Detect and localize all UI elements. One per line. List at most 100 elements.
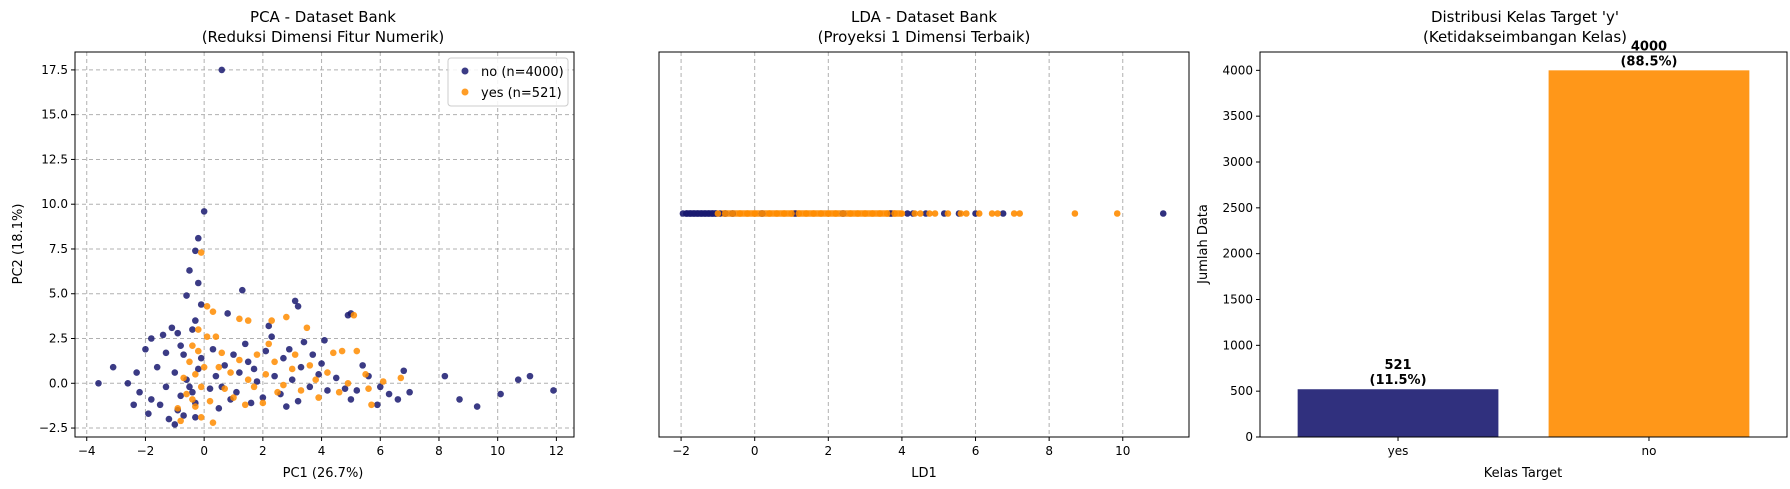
pca-point-no [294,397,302,405]
pca-point-no [218,66,226,74]
pca-x-tick-label: 8 [435,444,443,458]
pca-point-no [376,383,384,391]
pca-point-yes [397,374,405,382]
pca-point-no [550,387,557,394]
pca-point-no [197,354,205,362]
pca-point-yes [338,347,346,355]
lda-point-no [999,210,1007,217]
legend-marker-no [461,67,469,75]
lda-point-yes [963,210,970,217]
pca-point-no [194,279,202,287]
pca-point-yes [209,308,217,315]
pca-point-no [192,317,199,324]
pca-point-no [130,401,138,409]
bar-y-tick-label: 0 [1245,430,1253,444]
pca-point-no [192,414,199,421]
pca-point-no [194,365,202,373]
pca-point-yes [230,394,237,401]
lda-point-yes [944,210,952,217]
pca-point-yes [306,362,314,369]
pca-x-tick-label: 6 [376,444,384,458]
bar-value-label: 521 [1384,358,1411,373]
pca-x-tick-label: 12 [549,444,564,458]
lda-point-yes [994,210,1001,217]
pca-point-no [215,405,223,412]
lda-point-yes [714,210,722,217]
pca-point-yes [350,311,358,319]
lda-point-yes [926,210,933,217]
bar-title-line1: Distribusi Kelas Target 'y' [1431,8,1619,26]
pca-y-tick-label: 17.5 [41,63,68,77]
pca-point-yes [283,313,290,321]
pca-point-no [441,372,449,380]
pca-point-no [189,326,196,333]
lda-panel: LDA - Dataset Bank (Proyeksi 1 Dimensi T… [658,8,1190,481]
pca-point-no [259,394,267,401]
pca-point-no [265,322,273,330]
pca-point-no [332,374,340,382]
pca-point-no [233,388,240,396]
lda-x-tick-label: 10 [1115,444,1130,458]
lda-point-yes [883,210,891,217]
pca-x-tick-label: −2 [137,444,155,458]
pca-point-yes [203,333,211,341]
legend-label-yes: yes (n=521) [481,86,562,101]
lda-point-yes [817,210,825,217]
bar-y-tick-label: 1500 [1222,293,1253,307]
legend-label-no: no (n=4000) [481,65,564,80]
pca-point-yes [212,333,220,341]
bar-y-tick-label: 2500 [1222,201,1253,215]
pca-point-yes [197,383,205,391]
pca-point-yes [194,347,202,355]
pca-point-no [239,286,246,294]
pca-point-yes [236,315,243,323]
pca-x-axis-label: PC1 (26.7%) [283,466,364,481]
pca-point-yes [259,399,267,407]
pca-y-tick-label: 12.5 [41,152,68,166]
pca-point-no [280,354,287,362]
pca-ticks: −4 −2 0 2 4 6 8 10 12 −2.5 0.0 2.5 5.0 7.5 10.0 12.5 15.… [39,63,564,458]
bar-x-tick-label: no [1641,444,1656,458]
lda-point-yes [839,210,847,217]
pca-point-no [268,333,275,341]
pca-point-no [374,401,381,409]
pca-point-no [385,390,393,398]
lda-point-yes [847,210,854,217]
pca-point-yes [335,388,343,396]
pca-point-yes [203,302,211,310]
lda-title-line2: (Proyeksi 1 Dimensi Terbaik) [818,28,1031,46]
pca-point-no [186,383,193,391]
lda-point-yes [780,210,788,217]
bar-y-tick-label: 2000 [1222,247,1253,261]
lda-x-tick-label: 0 [751,444,759,458]
pca-point-yes [288,365,296,373]
pca-point-yes [244,317,252,324]
pca-point-no [95,379,102,387]
lda-point-yes [1010,210,1018,217]
lda-point-yes [795,210,803,217]
pca-point-yes [265,340,273,348]
pca-point-no [297,363,305,371]
lda-point-yes [751,210,758,217]
lda-point-yes [931,210,939,217]
pca-point-no [288,376,296,383]
lda-point-yes [869,210,876,217]
pca-point-no [168,324,176,332]
pca-point-no [194,234,202,242]
lda-x-tick-label: −2 [672,444,690,458]
pca-point-no [271,372,278,380]
pca-point-no [200,208,208,215]
pca-y-tick-label: −2.5 [39,421,68,435]
pca-point-no [180,351,187,358]
pca-point-no [347,396,355,403]
lda-point-yes [736,210,744,217]
pca-y-tick-label: 7.5 [49,242,68,256]
pca-point-yes [253,351,261,358]
pca-point-no [514,376,522,383]
pca-point-no [148,335,155,342]
pca-point-no [148,396,155,403]
pca-point-no [145,410,152,418]
bar-percent-label: (88.5%) [1620,54,1677,69]
lda-x-axis-label: LD1 [911,466,937,481]
lda-point-yes [802,210,810,217]
